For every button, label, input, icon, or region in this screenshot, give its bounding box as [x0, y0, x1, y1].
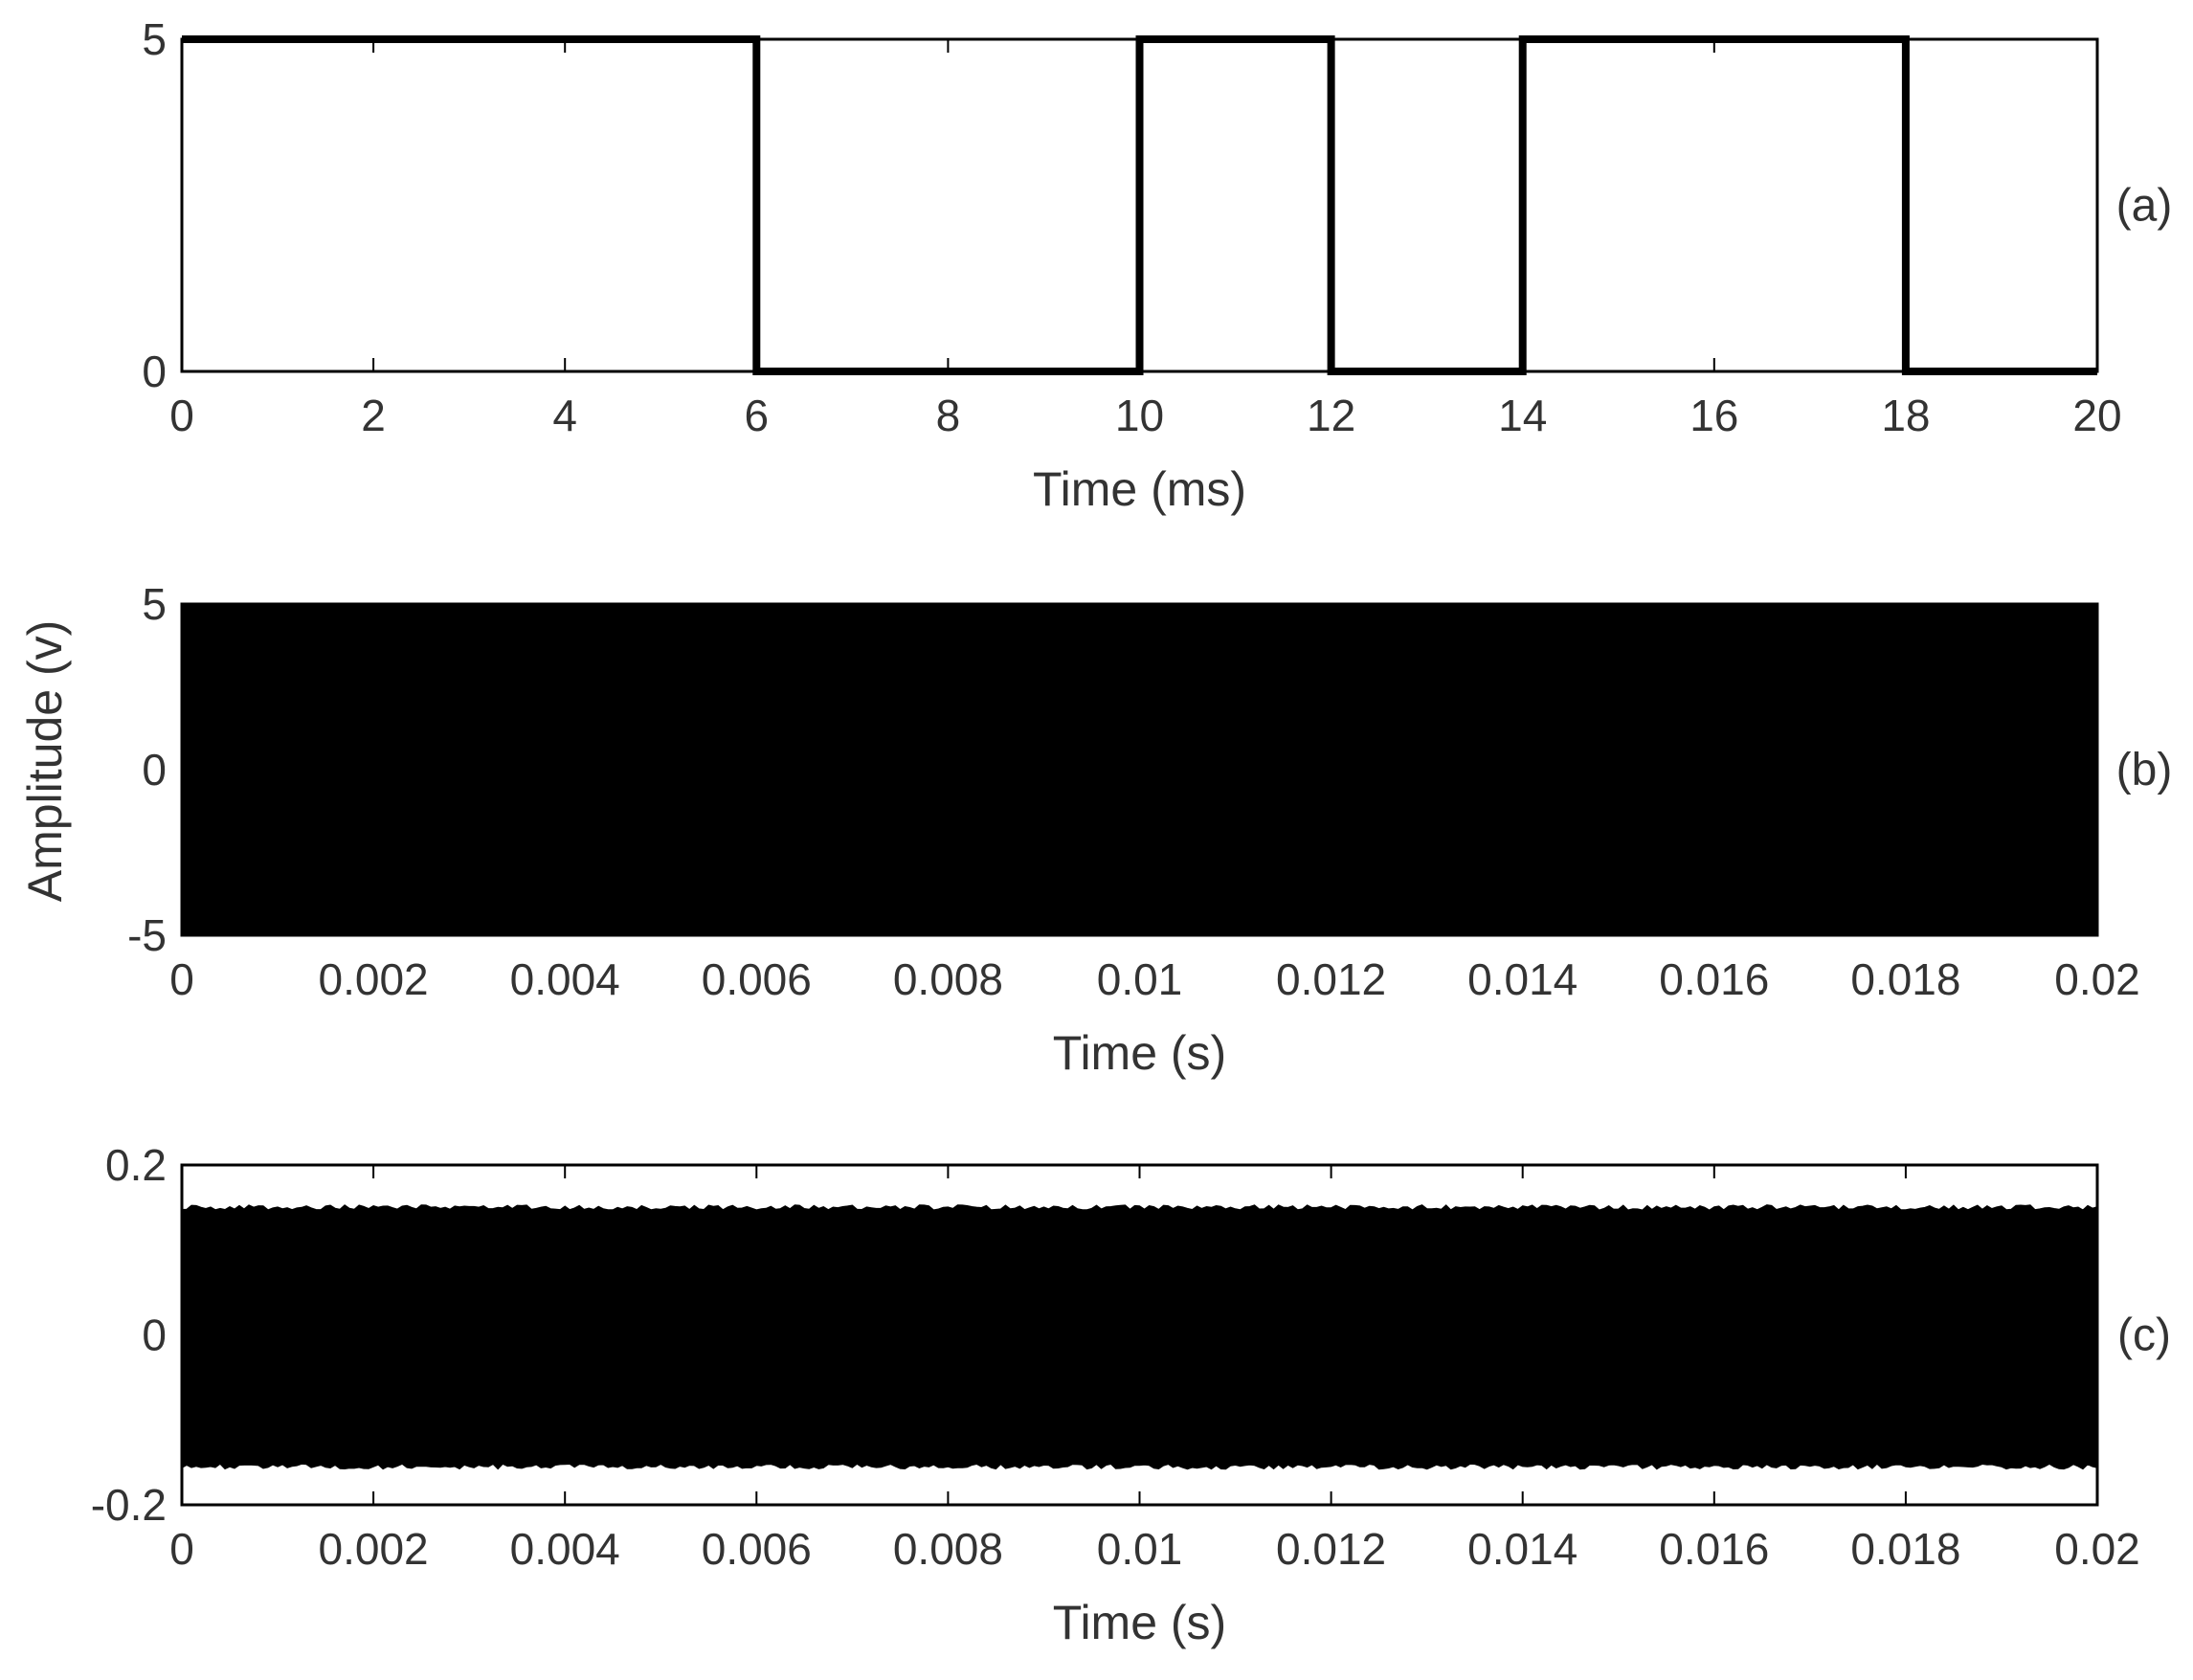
panel-a-xtick-label-4: 8 [936, 391, 961, 440]
panel-b-ytick-label-2: 5 [142, 579, 167, 629]
panel-a-xtick-label-9: 18 [1881, 391, 1930, 440]
panel-b-label: (b) [2116, 745, 2173, 795]
panel-c-xtick-label-6: 0.012 [1276, 1524, 1386, 1574]
panel-b-xtick-label-0: 0 [169, 954, 194, 1004]
panel-a-axes: 0 2 4 6 8 10 12 14 16 18 20 0 5 [142, 14, 2121, 440]
panel-b-xtick-label-8: 0.016 [1659, 954, 1769, 1004]
panel-b-xtick-label-7: 0.014 [1467, 954, 1578, 1004]
panel-a-xtick-label-10: 20 [2072, 391, 2121, 440]
panel-c-xtick-label-2: 0.004 [510, 1524, 620, 1574]
panel-b-xtick-label-2: 0.004 [510, 954, 620, 1004]
panel-c-xtick-label-3: 0.006 [702, 1524, 812, 1574]
panel-c-plot-area [181, 1204, 2098, 1470]
panel-a-xtick-label-6: 12 [1307, 391, 1355, 440]
panel-a-xtick-label-8: 16 [1690, 391, 1738, 440]
panel-a-xtick-label-2: 4 [552, 391, 577, 440]
panel-b-xtick-label-6: 0.012 [1276, 954, 1386, 1004]
panel-c-xtick-label-5: 0.01 [1097, 1524, 1183, 1574]
panel-b-plot-area [181, 605, 2098, 934]
panel-a-xtick-label-0: 0 [169, 391, 194, 440]
panel-b-xtick-label-3: 0.006 [702, 954, 812, 1004]
panel-b-carrier-chart: 0 0.002 0.004 0.006 0.008 0.01 0.012 0.014 0.016… [127, 579, 2172, 1080]
panel-b-xtick-label-1: 0.002 [319, 954, 429, 1004]
panel-b-xtick-label-9: 0.018 [1850, 954, 1960, 1004]
panel-c-label: (c) [2117, 1310, 2171, 1361]
shared-ylabel: Amplitude (v) [18, 620, 72, 903]
panel-b-signal-band [181, 605, 2098, 934]
panel-c-ytick-label-1: 0 [142, 1310, 167, 1360]
panel-c-xtick-label-0: 0 [169, 1524, 194, 1574]
panel-c-xlabel: Time (s) [1053, 1596, 1226, 1649]
panel-b-ytick-label-1: 0 [142, 745, 167, 795]
panel-a-ytick-label-0: 0 [142, 347, 167, 396]
panel-b-xtick-label-4: 0.008 [893, 954, 1003, 1004]
panel-c-received-chart: 0 0.002 0.004 0.006 0.008 0.01 0.012 0.014 0.016… [91, 1140, 2171, 1649]
panel-c-xtick-label-10: 0.02 [2054, 1524, 2140, 1574]
panel-a-label: (a) [2116, 181, 2173, 232]
panel-c-ytick-label-0: -0.2 [91, 1480, 167, 1530]
panel-a-series-line-0 [182, 35, 2097, 375]
panel-c-signal-band [181, 1204, 2098, 1470]
panel-c-xtick-label-4: 0.008 [893, 1524, 1003, 1574]
panel-b-xtick-label-10: 0.02 [2054, 954, 2140, 1004]
panel-c-xtick-label-8: 0.016 [1659, 1524, 1769, 1574]
panel-a-plot-area [182, 35, 2097, 375]
panel-b-xlabel: Time (s) [1053, 1026, 1226, 1080]
panel-a-ytick-label-1: 5 [142, 14, 167, 64]
panel-b-axes: 0 0.002 0.004 0.006 0.008 0.01 0.012 0.014 0.016… [127, 579, 2140, 1004]
panel-b-xtick-label-5: 0.01 [1097, 954, 1183, 1004]
panel-a-xtick-label-3: 6 [745, 391, 770, 440]
panel-a-xtick-label-1: 2 [361, 391, 386, 440]
panel-a-xtick-label-7: 14 [1498, 391, 1547, 440]
panel-a-xlabel: Time (ms) [1033, 462, 1246, 516]
panel-c-xtick-label-1: 0.002 [319, 1524, 429, 1574]
panel-c-xtick-label-7: 0.014 [1467, 1524, 1578, 1574]
panel-c-ytick-label-2: 0.2 [105, 1140, 167, 1190]
panel-c-axes: 0 0.002 0.004 0.006 0.008 0.01 0.012 0.014 0.016… [91, 1140, 2140, 1574]
panel-b-ytick-label-0: -5 [127, 910, 167, 960]
panel-c-xtick-label-9: 0.018 [1850, 1524, 1960, 1574]
panel-a-xtick-label-5: 10 [1115, 391, 1164, 440]
panel-a-pulse-chart: 0 2 4 6 8 10 12 14 16 18 20 0 5 Time (ms) (a) [142, 14, 2172, 516]
